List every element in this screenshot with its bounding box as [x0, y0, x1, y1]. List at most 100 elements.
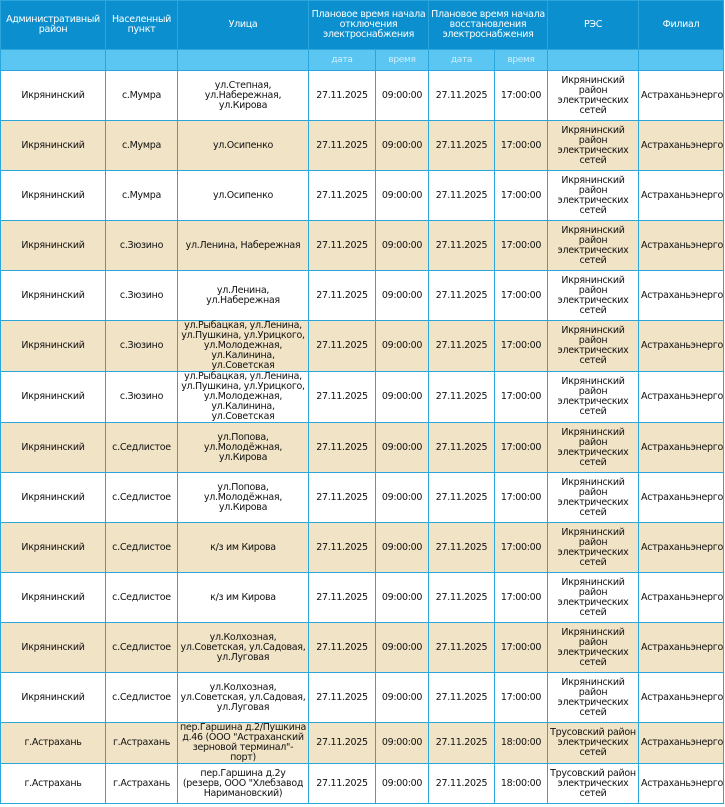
- cell-outage-date: 27.11.2025: [308, 763, 376, 804]
- subheader-date: дата: [308, 49, 376, 71]
- cell-restore-time: 17:00:00: [494, 70, 548, 121]
- cell-outage-time: 09:00:00: [375, 672, 429, 723]
- cell-branch: Астраханьэнерго: [638, 422, 724, 473]
- subheader-row: дата время дата время: [0, 49, 724, 71]
- cell-res: Трусовский район электрических сетей: [547, 722, 639, 764]
- cell-outage-time: 09:00:00: [375, 270, 429, 321]
- cell-restore-time: 17:00:00: [494, 371, 548, 423]
- cell-outage-date: 27.11.2025: [308, 120, 376, 171]
- cell-outage-time: 09:00:00: [375, 722, 429, 764]
- cell-restore-time: 17:00:00: [494, 220, 548, 271]
- cell-district: Икрянинский: [0, 422, 106, 473]
- cell-branch: Астраханьэнерго: [638, 622, 724, 673]
- cell-district: Икрянинский: [0, 220, 106, 271]
- cell-restore-time: 17:00:00: [494, 572, 548, 623]
- cell-res: Икрянинский район электрических сетей: [547, 270, 639, 321]
- cell-street: ул.Рыбацкая, ул.Ленина, ул.Пушкина, ул.У…: [177, 320, 309, 372]
- cell-street: ул.Осипенко: [177, 170, 309, 221]
- cell-restore-date: 27.11.2025: [428, 70, 495, 121]
- cell-restore-time: 17:00:00: [494, 170, 548, 221]
- cell-restore-time: 17:00:00: [494, 622, 548, 673]
- cell-outage-time: 09:00:00: [375, 572, 429, 623]
- cell-street: ул.Колхозная, ул.Советская, ул.Садовая, …: [177, 622, 309, 673]
- cell-outage-date: 27.11.2025: [308, 722, 376, 764]
- subheader-empty: [0, 49, 106, 71]
- cell-branch: Астраханьэнерго: [638, 70, 724, 121]
- cell-res: Икрянинский район электрических сетей: [547, 170, 639, 221]
- cell-res: Икрянинский район электрических сетей: [547, 572, 639, 623]
- header-locality: Населенный пункт: [105, 0, 178, 50]
- cell-restore-time: 18:00:00: [494, 722, 548, 764]
- cell-res: Икрянинский район электрических сетей: [547, 472, 639, 523]
- header-branch: Филиал: [638, 0, 724, 50]
- cell-branch: Астраханьэнерго: [638, 722, 724, 764]
- cell-locality: с.Седлистое: [105, 472, 178, 523]
- cell-res: Икрянинский район электрических сетей: [547, 70, 639, 121]
- cell-locality: с.Зюзино: [105, 320, 178, 372]
- cell-outage-time: 09:00:00: [375, 622, 429, 673]
- cell-locality: с.Седлистое: [105, 422, 178, 473]
- cell-restore-date: 27.11.2025: [428, 320, 495, 372]
- cell-street: ул.Колхозная, ул.Советская, ул.Садовая, …: [177, 672, 309, 723]
- subheader-time: время: [375, 49, 429, 71]
- cell-locality: г.Астрахань: [105, 763, 178, 804]
- cell-outage-date: 27.11.2025: [308, 170, 376, 221]
- cell-outage-date: 27.11.2025: [308, 70, 376, 121]
- cell-street: к/з им Кирова: [177, 522, 309, 573]
- cell-outage-time: 09:00:00: [375, 120, 429, 171]
- cell-res: Икрянинский район электрических сетей: [547, 220, 639, 271]
- cell-district: Икрянинский: [0, 320, 106, 372]
- subheader-time: время: [494, 49, 548, 71]
- table-row: Икрянинский с.Мумра ул.Осипенко 27.11.2025 0…: [0, 170, 724, 221]
- subheader-date: дата: [428, 49, 495, 71]
- cell-locality: с.Седлистое: [105, 672, 178, 723]
- cell-res: Икрянинский район электрических сетей: [547, 622, 639, 673]
- cell-district: Икрянинский: [0, 270, 106, 321]
- cell-restore-time: 17:00:00: [494, 472, 548, 523]
- cell-outage-time: 09:00:00: [375, 472, 429, 523]
- cell-outage-date: 27.11.2025: [308, 472, 376, 523]
- cell-branch: Астраханьэнерго: [638, 220, 724, 271]
- table-row: Икрянинский с.Зюзино ул.Ленина, ул.Набереж…: [0, 270, 724, 321]
- cell-district: Икрянинский: [0, 622, 106, 673]
- cell-district: г.Астрахань: [0, 763, 106, 804]
- cell-branch: Астраханьэнерго: [638, 120, 724, 171]
- cell-res: Икрянинский район электрических сетей: [547, 522, 639, 573]
- cell-restore-date: 27.11.2025: [428, 722, 495, 764]
- cell-outage-time: 09:00:00: [375, 522, 429, 573]
- cell-locality: с.Мумра: [105, 120, 178, 171]
- subheader-empty: [547, 49, 639, 71]
- cell-restore-time: 18:00:00: [494, 763, 548, 804]
- cell-locality: с.Мумра: [105, 170, 178, 221]
- cell-restore-date: 27.11.2025: [428, 672, 495, 723]
- table-row: Икрянинский с.Мумра ул.Степная, ул.Набереж…: [0, 70, 724, 121]
- table-row: Икрянинский с.Зюзино ул.Рыбацкая, ул.Ленин…: [0, 320, 724, 372]
- cell-restore-date: 27.11.2025: [428, 572, 495, 623]
- cell-district: г.Астрахань: [0, 722, 106, 764]
- cell-street: ул.Осипенко: [177, 120, 309, 171]
- table-row: Икрянинский с.Седлистое ул.Попова, ул.Моло…: [0, 472, 724, 523]
- subheader-empty: [638, 49, 724, 71]
- cell-locality: с.Седлистое: [105, 572, 178, 623]
- cell-branch: Астраханьэнерго: [638, 170, 724, 221]
- cell-restore-date: 27.11.2025: [428, 371, 495, 423]
- cell-outage-time: 09:00:00: [375, 170, 429, 221]
- cell-res: Трусовский район электрических сетей: [547, 763, 639, 804]
- cell-restore-time: 17:00:00: [494, 422, 548, 473]
- cell-res: Икрянинский район электрических сетей: [547, 371, 639, 423]
- cell-restore-time: 17:00:00: [494, 120, 548, 171]
- table-row: Икрянинский с.Седлистое к/з им Кирова 27.11…: [0, 522, 724, 573]
- header-outage-start: Плановое время начала отключения электро…: [308, 0, 429, 50]
- cell-outage-time: 09:00:00: [375, 320, 429, 372]
- header-street: Улица: [177, 0, 309, 50]
- cell-outage-time: 09:00:00: [375, 422, 429, 473]
- table-row: Икрянинский с.Зюзино ул.Ленина, Набережная…: [0, 220, 724, 271]
- cell-outage-date: 27.11.2025: [308, 422, 376, 473]
- cell-branch: Астраханьэнерго: [638, 572, 724, 623]
- cell-district: Икрянинский: [0, 522, 106, 573]
- cell-district: Икрянинский: [0, 170, 106, 221]
- cell-district: Икрянинский: [0, 120, 106, 171]
- cell-outage-time: 09:00:00: [375, 220, 429, 271]
- cell-outage-date: 27.11.2025: [308, 220, 376, 271]
